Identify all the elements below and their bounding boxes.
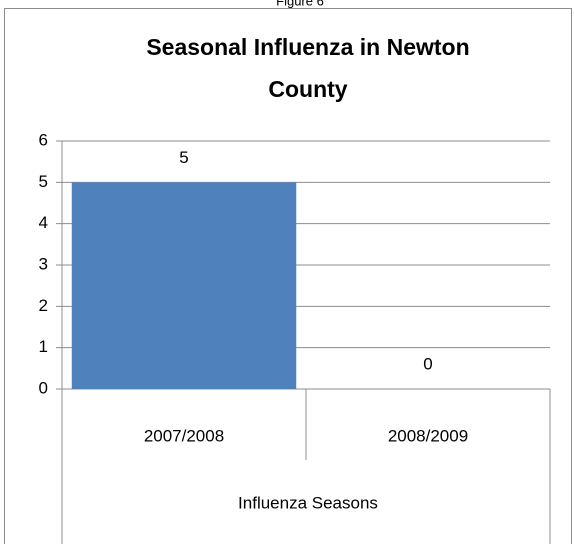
x-tick-label: 2007/2008	[144, 426, 224, 445]
y-tick-label: 1	[39, 337, 48, 356]
chart-title: Seasonal Influenza in Newton	[146, 34, 469, 60]
x-axis-label: Influenza Seasons	[238, 493, 378, 512]
value-label: 0	[423, 354, 432, 373]
figure-label: Figure 6	[276, 0, 324, 8]
chart-title: County	[268, 76, 347, 102]
y-tick-label: 5	[39, 172, 48, 191]
y-tick-label: 2	[39, 296, 48, 315]
y-tick-label: 3	[39, 254, 48, 273]
bar	[71, 182, 297, 389]
y-tick-label: 4	[39, 213, 48, 232]
y-tick-label: 0	[39, 378, 48, 397]
value-label: 5	[179, 148, 188, 167]
x-tick-label: 2008/2009	[388, 426, 468, 445]
y-tick-label: 6	[39, 130, 48, 149]
